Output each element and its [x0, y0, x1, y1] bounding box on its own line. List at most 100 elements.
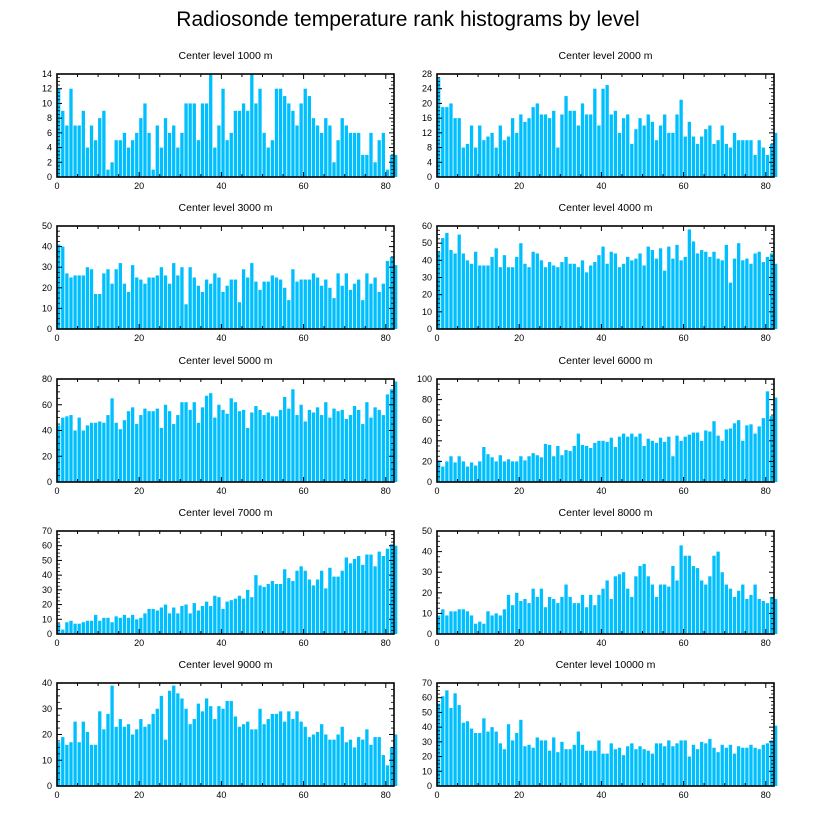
histogram-bar	[188, 409, 192, 482]
histogram-bar	[753, 747, 757, 786]
histogram-bar	[241, 724, 246, 786]
histogram-bar	[724, 584, 728, 634]
histogram-panel-8: Center level 8000 m 0 20 40 60 80 0 10 20 30 40 50	[422, 507, 778, 648]
histogram-bar	[377, 291, 381, 329]
histogram-bar	[394, 734, 398, 786]
x-tick-label: 40	[596, 333, 606, 343]
histogram-bar	[320, 132, 324, 177]
histogram-bar	[73, 430, 77, 482]
histogram-bar	[506, 267, 511, 329]
histogram-bar	[118, 429, 122, 482]
histogram-bar	[473, 465, 478, 482]
histogram-bar	[299, 566, 303, 634]
histogram-bar	[691, 136, 696, 177]
histogram-bar	[254, 729, 258, 786]
histogram-bar	[741, 747, 745, 786]
histogram-bar	[241, 269, 246, 329]
histogram-bar	[167, 132, 172, 177]
histogram-bar	[118, 719, 122, 786]
histogram-bar	[728, 282, 733, 329]
histogram-bar	[77, 125, 81, 177]
histogram-bar	[274, 583, 279, 634]
histogram-bar	[98, 711, 102, 786]
histogram-bar	[278, 711, 283, 786]
histogram-bar	[307, 279, 312, 329]
histogram-bar	[671, 258, 675, 329]
histogram-bar	[225, 140, 229, 177]
histogram-bar	[498, 125, 502, 177]
histogram-bar	[209, 393, 213, 482]
histogram-bar	[527, 118, 531, 177]
x-tick-label: 0	[54, 638, 59, 648]
histogram-bar	[184, 604, 188, 634]
histogram-bar	[613, 446, 618, 482]
histogram-bar	[580, 744, 585, 786]
histogram-bar	[683, 136, 687, 177]
histogram-bar	[671, 456, 675, 482]
histogram-bar	[728, 147, 733, 177]
histogram-bar	[601, 753, 605, 786]
histogram-bar	[98, 421, 102, 482]
histogram-bar	[369, 132, 373, 177]
histogram-bar	[237, 595, 242, 634]
histogram-bar	[89, 620, 94, 634]
y-tick-label: 20	[422, 456, 432, 466]
histogram-bar	[724, 143, 728, 177]
histogram-bar	[584, 272, 589, 329]
histogram-bar	[307, 96, 312, 177]
histogram-bar	[295, 570, 299, 634]
histogram-panel-6: Center level 6000 m 0 20 40 60 80 0 20 40 60 80 100	[417, 355, 778, 496]
histogram-bar	[589, 265, 593, 329]
histogram-bar	[311, 273, 316, 329]
histogram-bar	[381, 755, 385, 786]
histogram-bar	[457, 234, 461, 329]
histogram-bar	[765, 603, 770, 634]
histogram-bar	[683, 436, 687, 482]
histogram-bar	[81, 721, 85, 787]
histogram-bar	[130, 407, 135, 482]
histogram-bar	[365, 273, 369, 329]
histogram-bar	[110, 622, 114, 634]
histogram-bar	[352, 747, 357, 787]
histogram-bar	[274, 88, 279, 177]
histogram-bar	[769, 253, 774, 329]
x-tick-label: 0	[54, 790, 59, 800]
histogram-bar	[473, 733, 478, 786]
histogram-bar	[568, 596, 572, 634]
histogram-bar	[564, 256, 568, 329]
histogram-bar	[188, 613, 192, 634]
histogram-bar	[609, 743, 613, 786]
y-tick-label: 0	[47, 629, 52, 639]
histogram-bar	[73, 275, 77, 329]
histogram-bar	[270, 140, 275, 177]
x-tick-label: 60	[679, 333, 689, 343]
histogram-bar	[523, 263, 527, 329]
histogram-bar	[159, 607, 164, 634]
histogram-bar	[539, 740, 544, 786]
histogram-bar	[361, 300, 365, 329]
histogram-bar	[262, 132, 266, 177]
histogram-bar	[650, 250, 655, 329]
histogram-bar	[510, 461, 515, 482]
histogram-bar	[654, 596, 659, 634]
x-tick-label: 80	[381, 790, 391, 800]
histogram-bar	[473, 147, 478, 177]
histogram-bar	[589, 750, 593, 786]
histogram-bar	[535, 253, 539, 329]
histogram-bar	[663, 584, 667, 634]
histogram-bar	[478, 733, 482, 786]
y-tick-label: 40	[42, 678, 52, 688]
histogram-bar	[741, 584, 745, 634]
y-tick-label: 12	[42, 84, 52, 94]
histogram-bar	[303, 726, 307, 786]
histogram-bar	[377, 737, 381, 786]
y-tick-label: 0	[47, 781, 52, 791]
histogram-bar	[486, 136, 490, 177]
histogram-bar	[324, 588, 328, 634]
histogram-bar	[340, 285, 344, 329]
x-tick-label: 60	[299, 486, 309, 496]
histogram-bar	[65, 416, 69, 482]
histogram-bar	[184, 708, 188, 786]
histogram-bar	[552, 456, 556, 482]
histogram-bar	[761, 262, 765, 329]
